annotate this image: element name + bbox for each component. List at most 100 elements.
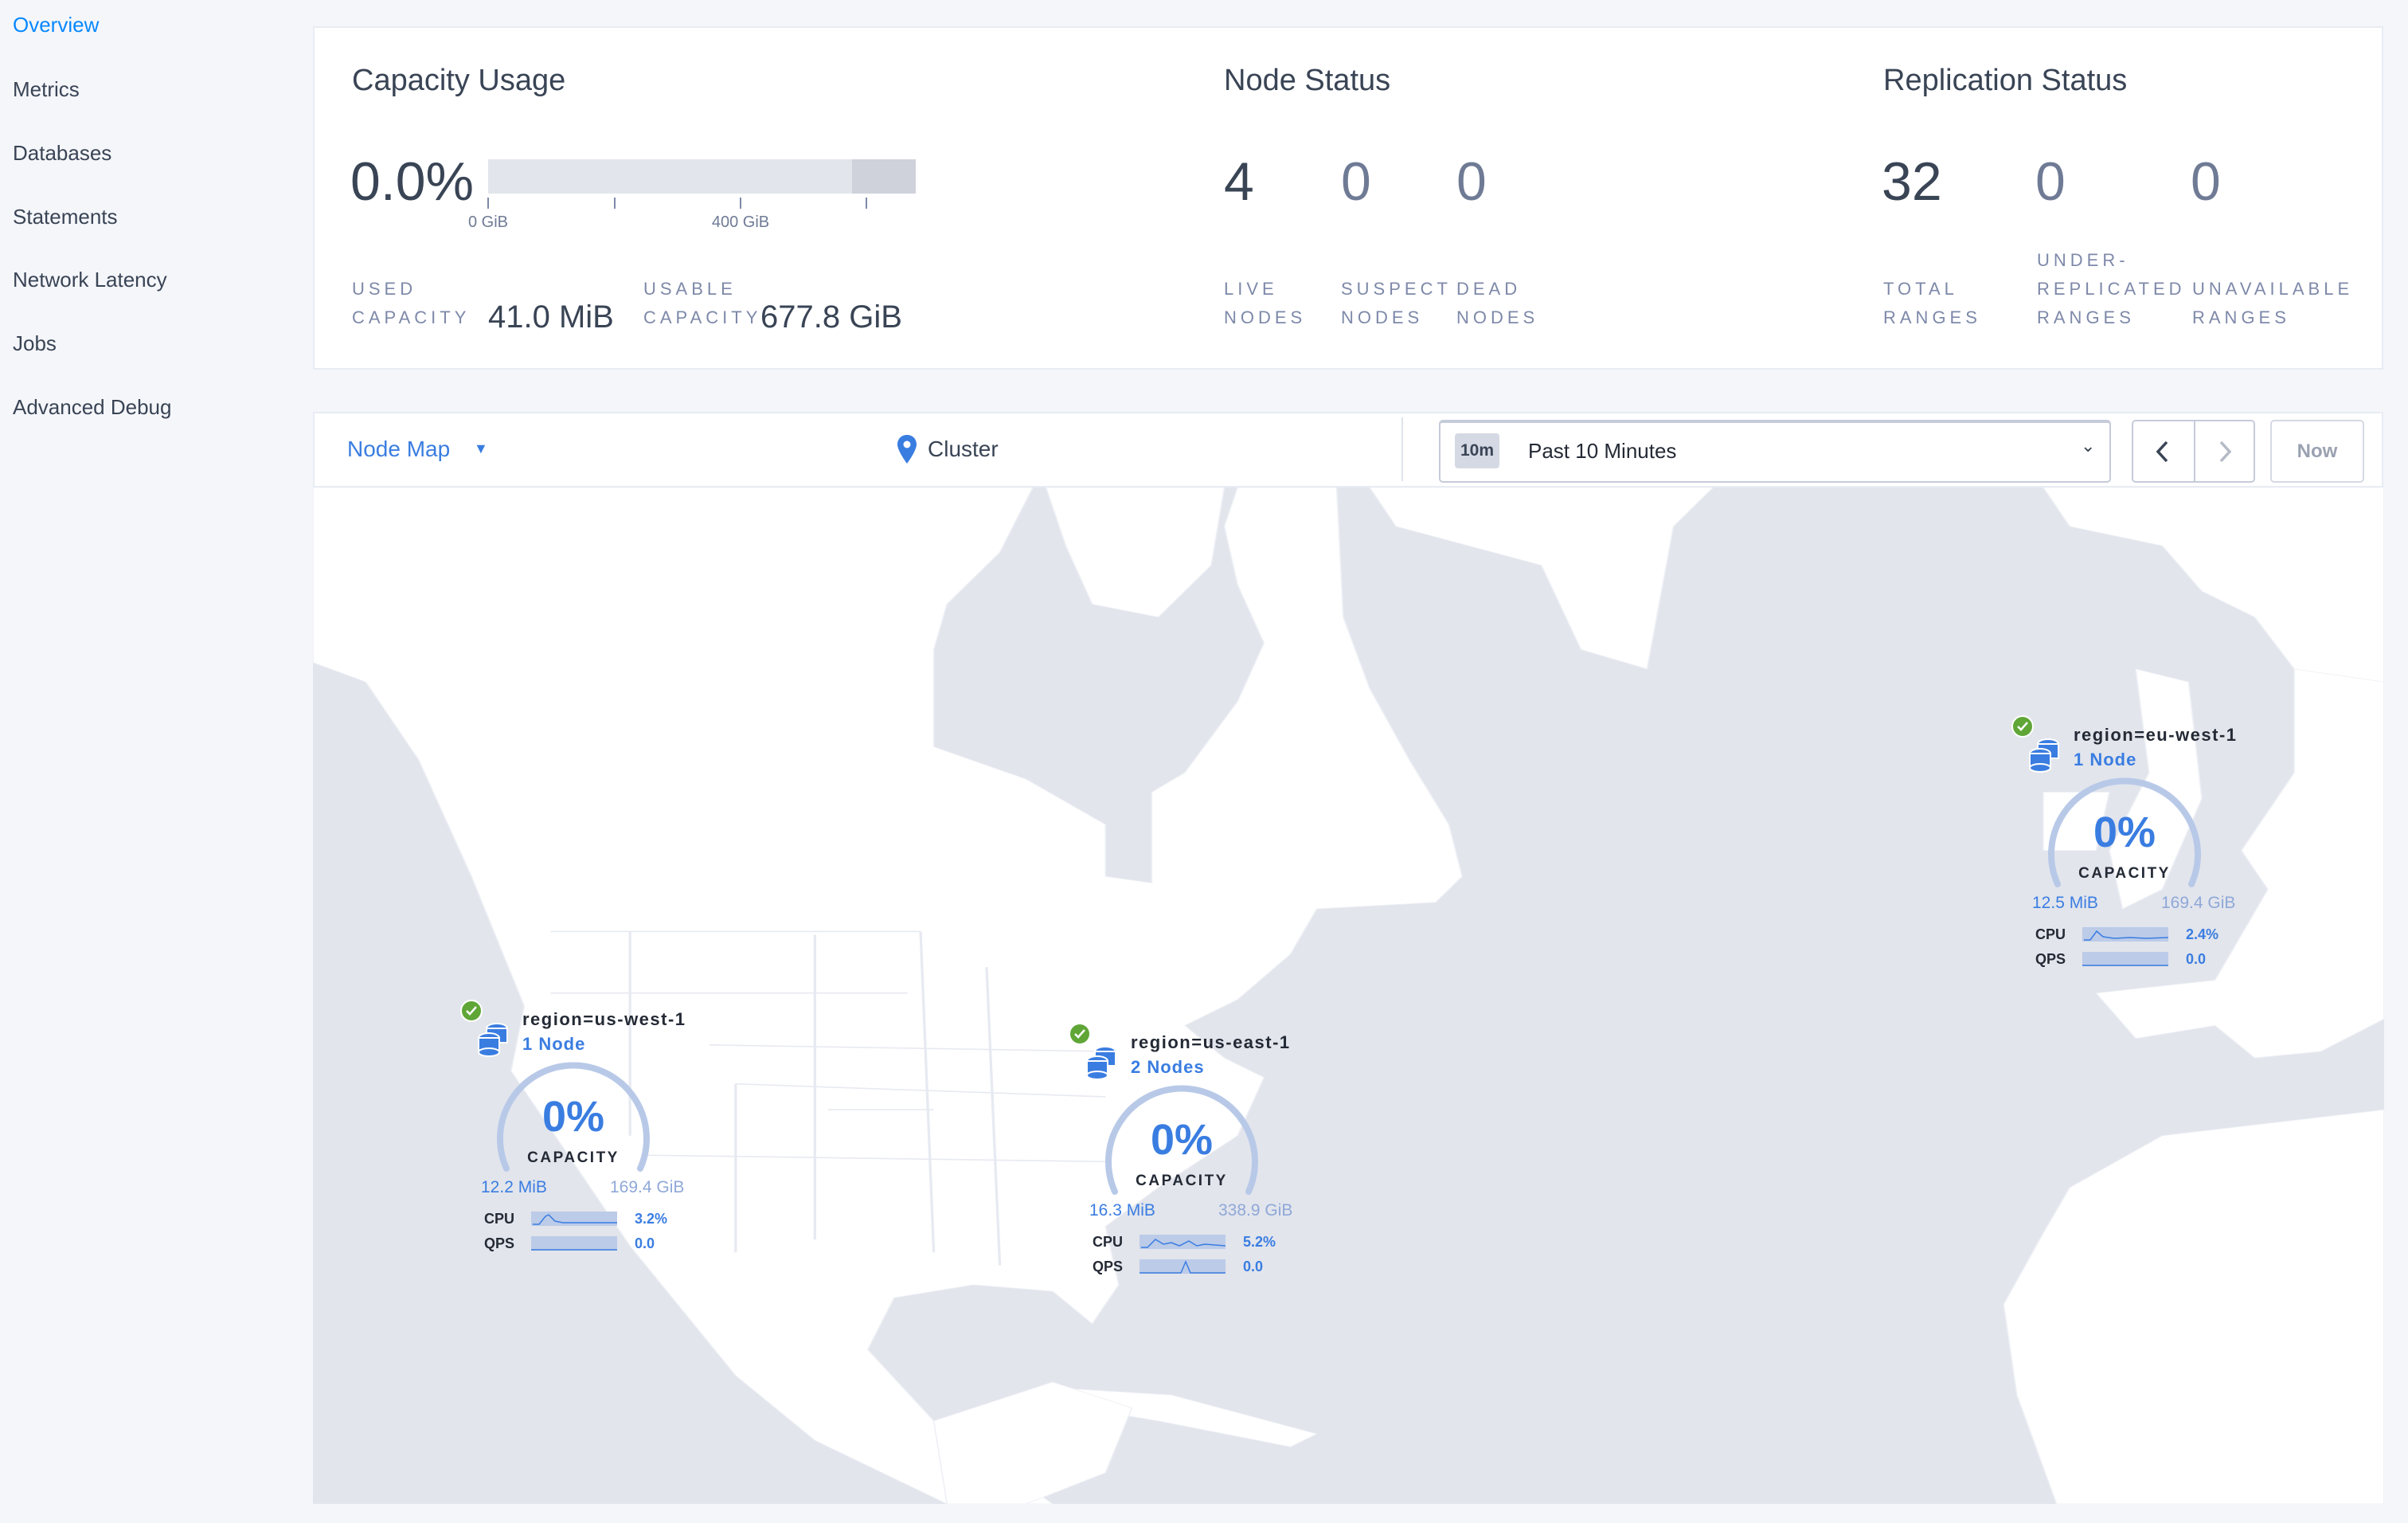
sidebar-item-overview[interactable]: Overview xyxy=(13,13,100,37)
cpu-sparkline xyxy=(2082,927,2168,942)
qps-label: QPS xyxy=(2035,951,2066,967)
land-greenland xyxy=(1369,487,1714,670)
qps-value: 0.0 xyxy=(1243,1259,1264,1274)
total-capacity: 169.4 GiB xyxy=(2161,894,2236,912)
unavailable-ranges-count: 0 xyxy=(2191,151,2221,212)
qps-label: QPS xyxy=(1093,1259,1124,1274)
land-scandinavia xyxy=(2042,487,2384,722)
land-europe xyxy=(2095,668,2384,1059)
region-node-count-link[interactable]: 1 Node xyxy=(522,1034,586,1054)
chevron-right-icon xyxy=(2219,440,2232,463)
cpu-label: CPU xyxy=(1093,1234,1124,1250)
total-ranges-label: TOTAL RANGES xyxy=(1883,279,1981,327)
next-time-button[interactable] xyxy=(2195,421,2254,481)
cluster-summary-card xyxy=(313,26,2383,370)
state-borders xyxy=(550,930,1106,1266)
capacity-tick xyxy=(740,198,741,209)
qps-value: 0.0 xyxy=(635,1235,655,1251)
region-widget-us-west-1[interactable]: region=us-west-1 1 Node 0% CAPACITY 12.2… xyxy=(460,1000,715,1263)
cpu-label: CPU xyxy=(2035,926,2066,942)
capacity-percent: 0% xyxy=(541,1093,605,1141)
capacity-percent: 0.0% xyxy=(350,151,474,212)
used-capacity-value: 41.0 MiB xyxy=(488,300,614,335)
healthy-check-icon xyxy=(1069,1023,1091,1045)
region-name: region=us-east-1 xyxy=(1131,1032,1291,1052)
used-capacity: 12.2 MiB xyxy=(481,1178,547,1196)
region-name: region=eu-west-1 xyxy=(2074,725,2238,745)
chevron-down-icon: ⌄ xyxy=(2081,436,2096,456)
capacity-tick xyxy=(487,198,489,209)
time-range-badge: 10m xyxy=(1455,433,1499,468)
time-range-select[interactable]: 10m Past 10 Minutes ⌄ xyxy=(1439,420,2111,483)
capacity-gauge xyxy=(497,1062,650,1172)
region-widget-us-east-1[interactable]: region=us-east-1 2 Nodes 0% CAPACITY 16.… xyxy=(1069,1023,1323,1286)
suspect-nodes-label: SUSPECT NODES xyxy=(1341,279,1452,327)
caret-down-icon: ▼ xyxy=(473,440,488,456)
qps-value: 0.0 xyxy=(2186,951,2207,967)
unavailable-ranges-label: UNAVAILABLE RANGES xyxy=(2192,279,2354,327)
live-nodes-count: 4 xyxy=(1224,151,1254,212)
usable-capacity-label: USABLE CAPACITY xyxy=(643,279,762,327)
database-icon xyxy=(1086,1046,1116,1080)
region-node-count-link[interactable]: 2 Nodes xyxy=(1131,1057,1205,1077)
chevron-left-icon xyxy=(2156,440,2168,463)
qps-label: QPS xyxy=(484,1235,515,1251)
sidebar-item-metrics[interactable]: Metrics xyxy=(13,77,80,101)
capacity-usage-title: Capacity Usage xyxy=(352,64,566,97)
previous-time-button[interactable] xyxy=(2133,421,2195,481)
cpu-label: CPU xyxy=(484,1211,515,1227)
capacity-tick xyxy=(866,198,867,209)
capacity-percent: 0% xyxy=(1150,1116,1214,1164)
cpu-value: 3.2% xyxy=(635,1211,668,1227)
region-name: region=us-west-1 xyxy=(522,1009,686,1029)
total-ranges-count: 32 xyxy=(1882,151,1942,212)
capacity-gauge xyxy=(1105,1085,1258,1195)
node-status-title: Node Status xyxy=(1224,64,1391,97)
land-arctic-islands xyxy=(1045,487,1226,618)
under-replicated-count: 0 xyxy=(2035,151,2066,212)
under-replicated-label: UNDER- REPLICATED RANGES xyxy=(2037,250,2186,327)
capacity-tick-label: 0 GiB xyxy=(467,213,509,231)
live-nodes-label: LIVE NODES xyxy=(1224,279,1307,327)
capacity-label: CAPACITY xyxy=(2078,865,2171,882)
suspect-nodes-count: 0 xyxy=(1341,151,1371,212)
capacity-gauge xyxy=(2048,777,2201,887)
dead-nodes-count: 0 xyxy=(1456,151,1487,212)
breadcrumb-cluster[interactable]: Cluster xyxy=(928,437,999,461)
cpu-value: 2.4% xyxy=(2186,926,2219,942)
capacity-bar-segment xyxy=(852,159,916,194)
sidebar-item-databases[interactable]: Databases xyxy=(13,141,112,165)
region-node-count-link[interactable]: 1 Node xyxy=(2074,750,2137,769)
sidebar-item-network-latency[interactable]: Network Latency xyxy=(13,268,167,292)
cpu-value: 5.2% xyxy=(1243,1234,1276,1250)
time-nav-group xyxy=(2132,420,2255,483)
capacity-label: CAPACITY xyxy=(1136,1173,1228,1189)
usable-capacity-value: 677.8 GiB xyxy=(760,300,902,335)
total-capacity: 169.4 GiB xyxy=(610,1178,685,1196)
capacity-bar xyxy=(488,159,916,194)
used-capacity: 12.5 MiB xyxy=(2032,894,2098,912)
time-range-value: Past 10 Minutes xyxy=(1528,439,1677,463)
capacity-tick xyxy=(614,198,616,209)
dead-nodes-label: DEAD NODES xyxy=(1456,279,1539,327)
used-capacity: 16.3 MiB xyxy=(1089,1201,1155,1220)
qps-sparkline xyxy=(2082,952,2168,966)
divider xyxy=(1401,417,1403,481)
sidebar-item-jobs[interactable]: Jobs xyxy=(13,331,57,355)
capacity-label: CAPACITY xyxy=(527,1149,620,1166)
replication-status-title: Replication Status xyxy=(1883,64,2128,97)
qps-sparkline xyxy=(1140,1259,1226,1274)
total-capacity: 338.9 GiB xyxy=(1218,1201,1293,1220)
capacity-percent: 0% xyxy=(2093,808,2156,856)
view-selector-dropdown[interactable]: Node Map ▼ xyxy=(347,437,488,462)
used-capacity-label: USED CAPACITY xyxy=(352,279,471,327)
sidebar-item-advanced-debug[interactable]: Advanced Debug xyxy=(13,395,172,419)
region-widget-eu-west-1[interactable]: region=eu-west-1 1 Node 0% CAPACITY 12.5… xyxy=(2011,715,2266,978)
view-selector-label: Node Map xyxy=(347,437,451,461)
now-button[interactable]: Now xyxy=(2270,420,2364,483)
node-map[interactable] xyxy=(313,487,2384,1504)
location-pin-icon xyxy=(897,435,917,468)
land-yucatan xyxy=(932,1381,1133,1504)
world-map xyxy=(313,487,2384,1504)
sidebar-item-statements[interactable]: Statements xyxy=(13,205,118,229)
